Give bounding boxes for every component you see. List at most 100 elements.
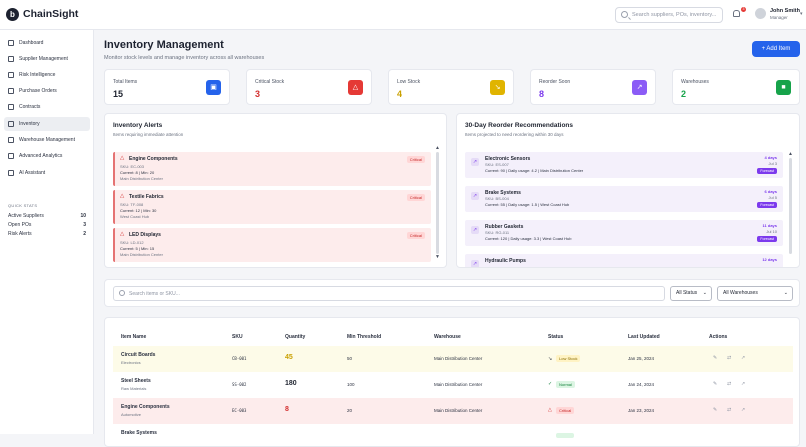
alerts-subtitle: Items requiring immediate attention: [113, 132, 184, 137]
table-row[interactable]: Circuit Boards Electronics CB-001 45 50 …: [113, 346, 793, 372]
alert-card[interactable]: △ LED Displays SKU: LD-012 Current: 5 | …: [113, 228, 431, 262]
sidebar-item-inventory[interactable]: Inventory: [4, 117, 90, 131]
reorder-title: 30-Day Reorder Recommendations: [465, 122, 574, 129]
reorder-date: Jul 3: [768, 161, 777, 166]
table-row[interactable]: Steel Sheets Raw Materials SS-002 180 10…: [113, 372, 793, 398]
sidebar-item-contracts[interactable]: Contracts: [4, 100, 90, 114]
reorder-scrollbar[interactable]: [789, 158, 792, 254]
search-icon: [621, 11, 628, 18]
item-last-updated: Jan 24, 2024: [628, 382, 655, 387]
warehouse-select-value: All Warehouses: [723, 290, 758, 296]
top-bar: b ChainSight Search suppliers, POs, inve…: [0, 0, 806, 30]
dashboard-icon: [8, 40, 14, 46]
sidebar-item-purchase-orders[interactable]: Purchase Orders: [4, 84, 90, 98]
edit-icon[interactable]: ✎: [713, 407, 718, 413]
trend-down-icon: ↘: [490, 80, 505, 95]
column-header[interactable]: Status: [548, 334, 564, 340]
warehouse-icon: ■: [776, 80, 791, 95]
item-last-updated: Jan 23, 2024: [628, 408, 655, 413]
transfer-icon[interactable]: ⇄: [727, 381, 732, 387]
filter-bar: Search items or SKU... All Status ⌄ All W…: [104, 279, 800, 307]
warehouse-icon: [8, 137, 14, 143]
sidebar-item-ai-assistant[interactable]: AI Assistant: [4, 166, 90, 180]
alert-card[interactable]: △ Engine Components SKU: EC-003 Current:…: [113, 152, 431, 186]
trend-up-icon[interactable]: ↗: [741, 407, 746, 413]
stat-card-reorder-soon: Reorder Soon 8 ↗: [530, 69, 656, 105]
stat-value: 15: [113, 89, 124, 99]
column-header[interactable]: Item Name: [121, 334, 147, 340]
reorder-card[interactable]: ↗ Hydraulic Pumps 12 days: [465, 254, 783, 267]
sidebar-item-risk-intelligence[interactable]: Risk Intelligence: [4, 68, 90, 82]
box-icon: [8, 121, 14, 127]
stat-label: Low Stock: [397, 79, 421, 85]
trend-up-icon[interactable]: ↗: [741, 355, 746, 361]
inventory-alerts-panel: Inventory Alerts Items requiring immedia…: [104, 113, 447, 268]
reorder-card[interactable]: ↗ Rubber Gaskets SKU: RG-011 Current: 12…: [465, 220, 783, 246]
edit-icon[interactable]: ✎: [713, 355, 718, 361]
add-item-button[interactable]: + Add Item: [752, 41, 800, 57]
transfer-icon[interactable]: ⇄: [727, 355, 732, 361]
scroll-up-icon[interactable]: ▲: [435, 145, 440, 151]
stat-card-low-stock: Low Stock 4 ↘: [388, 69, 514, 105]
forecast-badge: Forecast: [757, 236, 777, 242]
forecast-badge: Forecast: [757, 202, 777, 208]
sidebar-item-label: Warehouse Management: [19, 137, 75, 143]
item-search-input[interactable]: Search items or SKU...: [113, 286, 665, 301]
edit-icon[interactable]: ✎: [713, 381, 718, 387]
user-name[interactable]: John Smith: [770, 8, 800, 14]
reorder-item-current: Current: 90 | Daily usage: 4.2 | Main Di…: [485, 168, 584, 173]
column-header[interactable]: Min Threshold: [347, 334, 382, 340]
avatar[interactable]: [755, 8, 766, 19]
alert-icon: △: [548, 407, 552, 413]
alert-item-sku: SKU: TF-008: [120, 202, 144, 207]
item-min-threshold: 50: [347, 356, 353, 361]
quick-stat-open-pos: Open POs 3: [8, 222, 86, 228]
column-header[interactable]: Warehouse: [434, 334, 461, 340]
scroll-down-icon[interactable]: ▼: [435, 254, 440, 260]
bell-icon[interactable]: [733, 10, 740, 17]
sidebar-item-advanced-analytics[interactable]: Advanced Analytics: [4, 149, 90, 163]
stat-label: Reorder Soon: [539, 79, 571, 85]
quick-stat-label: Open POs: [8, 222, 32, 228]
chevron-down-icon: ⌄: [702, 290, 707, 296]
sidebar-item-supplier-management[interactable]: Supplier Management: [4, 52, 90, 66]
alert-card[interactable]: △ Textile Fabrics SKU: TF-008 Current: 1…: [113, 190, 431, 224]
quick-stat-active-suppliers: Active Suppliers 10: [8, 213, 86, 219]
warning-icon: △: [120, 155, 125, 161]
quick-stat-value: 2: [83, 231, 86, 237]
reorder-item-current: Current: 55 | Daily usage: 1.5 | West Co…: [485, 202, 570, 207]
notification-badge: 3: [741, 7, 746, 12]
column-header[interactable]: Quantity: [285, 334, 306, 340]
reorder-days: 12 days: [762, 257, 777, 262]
reorder-card[interactable]: ↗ Brake Systems SKU: BS-004 Current: 55 …: [465, 186, 783, 212]
stat-value: 2: [681, 89, 687, 99]
reorder-card[interactable]: ↗ Electronic Sensors SKU: ES-007 Current…: [465, 152, 783, 178]
item-category: Electronics: [121, 360, 141, 365]
brand-name: ChainSight: [23, 8, 79, 20]
warehouse-select[interactable]: All Warehouses ⌄: [717, 286, 793, 301]
chevron-down-icon[interactable]: ▾: [800, 11, 803, 17]
table-row[interactable]: Brake Systems: [113, 424, 793, 446]
quick-stat-label: Risk Alerts: [8, 231, 32, 237]
trend-up-icon[interactable]: ↗: [741, 381, 746, 387]
alert-item-name: LED Displays: [129, 232, 161, 238]
sidebar-item-label: Supplier Management: [19, 56, 68, 62]
sidebar-item-warehouse-management[interactable]: Warehouse Management: [4, 133, 90, 147]
column-header[interactable]: SKU: [232, 334, 243, 340]
transfer-icon[interactable]: ⇄: [727, 407, 732, 413]
stat-card-total-items: Total Items 15 ▣: [104, 69, 230, 105]
alerts-scrollbar[interactable]: [436, 152, 439, 254]
table-row[interactable]: Engine Components Automotive EC-003 8 20…: [113, 398, 793, 424]
sidebar-item-label: Inventory: [19, 121, 40, 127]
alert-item-sku: SKU: EC-003: [120, 164, 145, 169]
quick-stat-value: 10: [80, 213, 86, 219]
global-search-input[interactable]: Search suppliers, POs, inventory...: [615, 7, 723, 23]
sidebar-item-label: Advanced Analytics: [19, 153, 63, 159]
sidebar-item-dashboard[interactable]: Dashboard: [4, 36, 90, 50]
alert-item-warehouse: West Coast Hub: [120, 214, 150, 219]
alert-item-warehouse: Main Distribution Center: [120, 252, 163, 257]
status-select[interactable]: All Status ⌄: [670, 286, 712, 301]
scroll-up-icon[interactable]: ▲: [788, 151, 793, 157]
column-header[interactable]: Last Updated: [628, 334, 660, 340]
quick-stat-label: Active Suppliers: [8, 213, 44, 219]
